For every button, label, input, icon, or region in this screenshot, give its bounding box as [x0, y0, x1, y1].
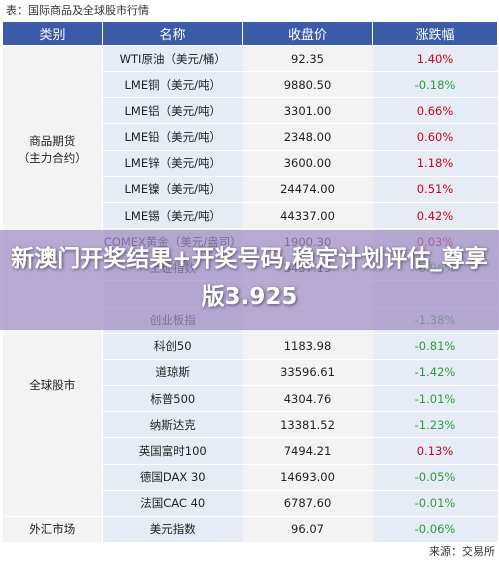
header-change-pct: 涨跌幅 — [372, 21, 498, 46]
table-caption: 表：国际商品及全球股市行情 — [6, 4, 149, 17]
category-cell: 商品期货 （主力合约） — [2, 45, 103, 256]
change-cell: -1.01% — [372, 385, 498, 413]
table-row: 德国DAX 30 14693.00 -0.05% — [3, 464, 498, 491]
price-cell: 3600.00 — [242, 150, 373, 177]
price-cell: 96.07 — [242, 516, 373, 544]
price-cell: 4304.76 — [242, 385, 373, 413]
table-row: LME铅（美元/吨） 2348.00 0.60% — [3, 123, 498, 151]
name-cell: 纳斯达克 — [102, 411, 243, 439]
price-cell: 9880.50 — [242, 71, 373, 99]
name-cell: LME锡（美元/吨） — [102, 202, 243, 230]
table-row: 纳斯达克 13381.52 -1.23% — [3, 411, 498, 439]
table-row: LME铜（美元/吨） 9880.50 -0.18% — [3, 71, 498, 99]
price-cell: 33596.61 — [242, 359, 373, 387]
category-cell: 外汇市场 — [2, 516, 103, 544]
header-close-price: 收盘价 — [242, 21, 373, 46]
table-row: LME锌（美元/吨） 3600.00 1.18% — [3, 150, 498, 177]
table-row: 标普500 4304.76 -1.01% — [3, 385, 498, 413]
table-row: LME铝（美元/吨） 3301.00 0.66% — [3, 97, 498, 125]
change-cell: -1.23% — [372, 411, 498, 439]
name-cell: LME铝（美元/吨） — [102, 97, 243, 125]
change-cell: 0.51% — [372, 176, 498, 203]
source-note: 来源：交易所 — [429, 545, 495, 558]
price-cell: 7494.21 — [242, 437, 373, 465]
change-cell: -1.42% — [372, 359, 498, 387]
name-cell: 英国富时100 — [102, 437, 243, 465]
name-cell: LME铜（美元/吨） — [102, 71, 243, 99]
change-cell: -0.81% — [372, 333, 498, 360]
price-cell: 13381.52 — [242, 411, 373, 439]
change-cell: -0.01% — [372, 490, 498, 517]
table-row: 商品期货 （主力合约） WTI原油（美元/桶） 92.35 1.40% — [2, 45, 498, 256]
overlay-title: 新澳门开奖结果+开奖号码,稳定计划评估_尊享版3.925 — [11, 246, 488, 310]
table-row: 英国富时100 7494.21 0.13% — [3, 437, 498, 465]
price-cell: 1183.98 — [242, 333, 373, 360]
table-row: LME锡（美元/吨） 44337.00 0.42% — [3, 202, 498, 230]
name-cell: 科创50 — [102, 333, 243, 360]
price-cell: 14693.00 — [242, 464, 373, 491]
table-row: 科创50 1183.98 -0.81% — [3, 333, 498, 360]
price-cell: 24474.00 — [242, 176, 373, 203]
table-row: 道琼斯 33596.61 -1.42% — [3, 359, 498, 387]
name-cell: 美元指数 — [102, 516, 243, 544]
change-cell: 1.40% — [372, 45, 498, 73]
price-cell: 6787.60 — [242, 490, 373, 517]
price-cell: 92.35 — [242, 45, 373, 73]
price-cell: 3301.00 — [242, 97, 373, 125]
overlay-banner — [0, 230, 499, 330]
change-cell: -0.18% — [372, 71, 498, 99]
name-cell: 道琼斯 — [102, 359, 243, 387]
header-name: 名称 — [102, 21, 243, 46]
price-cell: 44337.00 — [242, 202, 373, 230]
name-cell: LME镍（美元/吨） — [102, 176, 243, 203]
name-cell: 标普500 — [102, 385, 243, 413]
change-cell: 0.66% — [372, 97, 498, 125]
name-cell: LME铅（美元/吨） — [102, 123, 243, 151]
change-cell: -0.05% — [372, 464, 498, 491]
price-cell: 2348.00 — [242, 123, 373, 151]
name-cell: WTI原油（美元/桶） — [102, 45, 243, 73]
table-row: 法国CAC 40 6787.60 -0.01% — [3, 490, 498, 517]
change-cell: -0.06% — [372, 516, 498, 544]
change-cell: 0.42% — [372, 202, 498, 230]
table-header-row: 类别 名称 收盘价 涨跌幅 — [2, 21, 498, 46]
change-cell: 0.60% — [372, 123, 498, 151]
table-row: LME镍（美元/吨） 24474.00 0.51% — [3, 176, 498, 203]
name-cell: 法国CAC 40 — [102, 490, 243, 517]
name-cell: 德国DAX 30 — [102, 464, 243, 491]
change-cell: 1.18% — [372, 150, 498, 177]
name-cell: LME锌（美元/吨） — [102, 150, 243, 177]
table-row: 外汇市场 美元指数 96.07 -0.06% — [2, 516, 498, 544]
change-cell: 0.13% — [372, 437, 498, 465]
header-category: 类别 — [2, 21, 103, 46]
